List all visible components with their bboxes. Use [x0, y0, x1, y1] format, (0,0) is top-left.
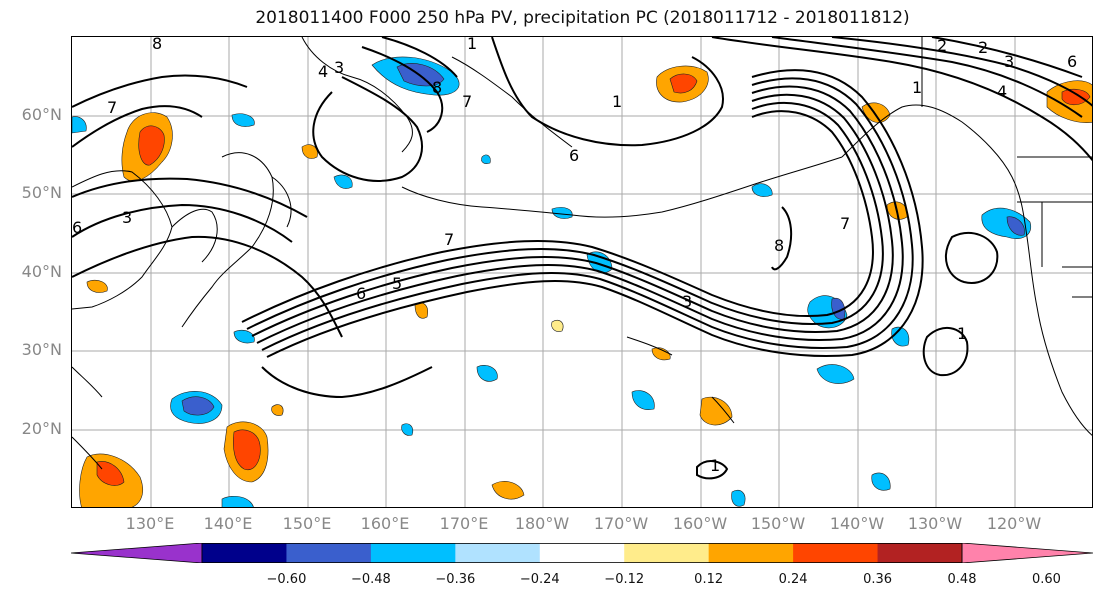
lon-label: 130°W	[907, 514, 963, 533]
lon-label: 140°E	[203, 514, 253, 533]
colorbar-segment	[71, 543, 203, 563]
colorbar-tick-label: 0.60	[1031, 572, 1061, 587]
colorbar-segment	[286, 543, 372, 563]
colorbar	[71, 543, 1093, 563]
lat-label: 40°N	[21, 262, 62, 281]
lon-label: 150°E	[282, 514, 332, 533]
contour-label: 7	[840, 214, 850, 233]
contour-label: 3	[1004, 52, 1014, 71]
colorbar-tick-label: 0.36	[863, 572, 893, 587]
contour-label: 8	[432, 78, 442, 97]
contour-label: 3	[334, 58, 344, 77]
contour-label: 3	[682, 292, 692, 311]
map-panel: 8 7 4 3 2 1 6 7 6 3 8 1 7 5 6 1 2 3 4 6 …	[71, 36, 1093, 508]
colorbar-segment	[624, 543, 710, 563]
contour-label: 7	[444, 230, 454, 249]
lat-label: 60°N	[21, 105, 62, 124]
colorbar-segment	[877, 543, 963, 563]
lat-label: 20°N	[21, 419, 62, 438]
contour-label: 5	[392, 274, 402, 293]
colorbar-tick-label: 0.48	[947, 572, 977, 587]
contour-label: 6	[356, 284, 366, 303]
precipitation-shading	[72, 56, 1092, 507]
contour-label: 3	[122, 208, 132, 227]
lon-label: 180°W	[514, 514, 570, 533]
colorbar-segment	[539, 543, 625, 563]
lat-label: 30°N	[21, 340, 62, 359]
lon-label: 160°E	[360, 514, 410, 533]
colorbar-segment	[202, 543, 287, 563]
lon-label: 170°E	[439, 514, 489, 533]
contour-label: 4	[318, 62, 328, 81]
contour-label: 8	[152, 37, 162, 53]
contour-label: 2	[937, 37, 947, 55]
coastlines	[72, 37, 1092, 470]
colorbar-tick-label: −0.36	[435, 572, 476, 587]
contour-labels: 8 7 4 3 2 1 6 7 6 3 8 1 7 5 6 1 2 3 4 6 …	[72, 37, 1077, 475]
colorbar-tick-label: −0.48	[350, 572, 391, 587]
contour-label: 1	[612, 92, 622, 111]
lat-label: 50°N	[21, 183, 62, 202]
colorbar-tick-label: 0.24	[778, 572, 808, 587]
lon-label: 170°W	[593, 514, 649, 533]
contour-label: 6	[1067, 52, 1077, 71]
contour-label: 1	[912, 78, 922, 97]
lon-label: 120°W	[986, 514, 1042, 533]
lon-label: 160°W	[672, 514, 728, 533]
colorbar-outline	[201, 543, 963, 563]
map-canvas: 8 7 4 3 2 1 6 7 6 3 8 1 7 5 6 1 2 3 4 6 …	[72, 37, 1092, 507]
colorbar-segment	[370, 543, 456, 563]
colorbar-tick-label: −0.12	[604, 572, 645, 587]
contour-label: 7	[462, 92, 472, 111]
map-title: 2018011400 F000 250 hPa PV, precipitatio…	[255, 8, 910, 28]
lon-label: 130°E	[125, 514, 175, 533]
colorbar-segment	[708, 543, 794, 563]
colorbar-segment	[455, 543, 541, 563]
colorbar-tick-label: −0.60	[266, 572, 307, 587]
lon-label: 140°W	[829, 514, 885, 533]
contour-label: 1	[710, 456, 720, 475]
contour-label: 4	[997, 82, 1007, 101]
colorbar-segment	[793, 543, 879, 563]
pv-contours	[72, 37, 1092, 480]
colorbar-tick-label: 0.12	[694, 572, 724, 587]
contour-label: 7	[107, 98, 117, 117]
colorbar-tick-label: −0.24	[519, 572, 560, 587]
contour-label: 6	[569, 146, 579, 165]
contour-label: 1	[957, 324, 967, 343]
colorbar-segment	[961, 543, 1093, 563]
lon-label: 150°W	[750, 514, 806, 533]
contour-label: 2	[978, 38, 988, 57]
colorbar-segments	[71, 543, 1093, 563]
contour-label: 6	[72, 218, 82, 237]
contour-label: 1	[467, 37, 477, 53]
contour-label: 8	[774, 236, 784, 255]
